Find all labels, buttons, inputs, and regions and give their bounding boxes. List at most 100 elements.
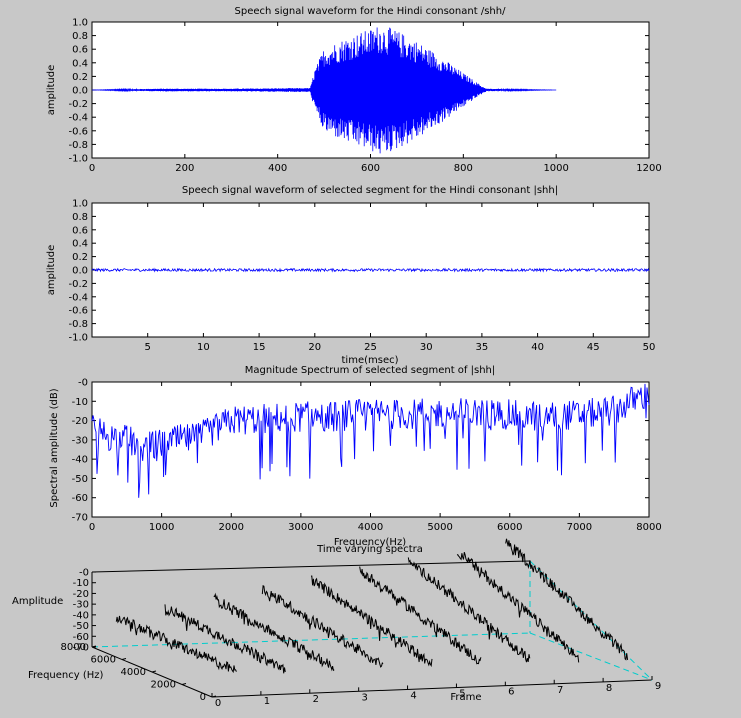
- x-tick-label: 600: [361, 163, 380, 174]
- surface-title: Time varying spectra: [316, 544, 423, 555]
- frame-spectrum-line: [359, 566, 482, 665]
- y-tick-label: 0.6: [72, 225, 88, 236]
- waveform-line: [92, 27, 557, 154]
- frequency-tick-label: 6000: [91, 655, 116, 666]
- y-tick-label: -0.6: [68, 126, 88, 137]
- y-tick-label: 0.4: [72, 239, 88, 250]
- x-tick-label: 15: [253, 342, 266, 353]
- frequency-tick-mark: [121, 658, 127, 660]
- y-tick-label: -70: [72, 513, 88, 524]
- x-tick-label: 7000: [567, 522, 592, 533]
- y-tick-label: 1.0: [72, 199, 88, 210]
- frame-spectrum-line: [164, 604, 286, 674]
- waveform-panel: Speech signal waveform for the Hindi con…: [46, 6, 662, 174]
- frame-tick-label: 5: [459, 689, 465, 700]
- frame-axis-line: [211, 679, 653, 698]
- segment-xlabel: time(msec): [342, 355, 399, 366]
- x-tick-label: 30: [420, 342, 433, 353]
- frame-spectrum-line: [213, 592, 335, 672]
- frame-tick-label: 2: [313, 694, 319, 705]
- x-tick-label: 1000: [149, 522, 174, 533]
- x-tick-label: 40: [531, 342, 544, 353]
- x-tick-label: 10: [197, 342, 210, 353]
- frame-tick-label: 1: [264, 696, 270, 707]
- frame-tick-label: 9: [655, 681, 661, 692]
- y-tick-label: -0: [78, 378, 88, 389]
- segment-ticks: 5 10 15 20 25 30 35 40 45 50 1.0 0.8 0.6 0.4 0.2 0.0 -0.…: [68, 199, 655, 354]
- x-tick-label: 20: [308, 342, 321, 353]
- amplitude-tick-label: -0: [79, 568, 89, 579]
- amplitude-tick-label: -30: [73, 600, 89, 611]
- amplitude-tick-label: -10: [73, 578, 89, 589]
- x-tick-label: 200: [175, 163, 194, 174]
- x-tick-label: 0: [89, 163, 95, 174]
- y-tick-label: 0.0: [72, 86, 88, 97]
- y-tick-label: -1.0: [68, 333, 88, 344]
- spectrum-panel: Magnitude Spectrum of selected segment o…: [49, 365, 662, 548]
- segment-line: [91, 267, 650, 273]
- y-tick-label: -0.8: [68, 319, 88, 330]
- surface-spectra: [115, 538, 629, 674]
- frame-spectrum-line: [115, 615, 237, 674]
- x-tick-label: 8000: [636, 522, 661, 533]
- x-tick-label: 6000: [497, 522, 522, 533]
- x-tick-label: 35: [476, 342, 489, 353]
- segment-ylabel: amplitude: [46, 245, 57, 296]
- frame-tick-label: 3: [361, 692, 367, 703]
- y-tick-label: -10: [72, 397, 88, 408]
- x-tick-label: 2000: [219, 522, 244, 533]
- frequency-tick-mark: [211, 695, 217, 698]
- x-tick-label: 50: [643, 342, 656, 353]
- frequency-tick-label: 0: [200, 692, 206, 703]
- waveform-ylabel: amplitude: [46, 65, 57, 116]
- segment-panel: Speech signal waveform of selected segme…: [46, 185, 655, 366]
- y-tick-label: 0.0: [72, 266, 88, 277]
- frame-spectrum-line: [505, 538, 629, 661]
- y-tick-label: -0.6: [68, 306, 88, 317]
- spectrum-line: [91, 383, 650, 498]
- y-tick-label: 0.2: [72, 252, 88, 263]
- y-tick-label: -0.4: [68, 292, 88, 303]
- frequency-tick-mark: [181, 683, 187, 685]
- y-tick-label: -50: [72, 474, 88, 485]
- y-tick-label: 0.6: [72, 45, 88, 56]
- surface-zlabel: Amplitude: [12, 596, 63, 607]
- surface-ylabel: Frequency (Hz): [28, 670, 104, 681]
- y-tick-label: 1.0: [72, 18, 88, 29]
- y-tick-label: -0.8: [68, 140, 88, 151]
- y-tick-label: 0.8: [72, 212, 88, 223]
- x-tick-label: 800: [454, 163, 473, 174]
- frequency-tick-label: 8000: [61, 642, 86, 653]
- segment-signal: [91, 267, 650, 273]
- x-tick-label: 5: [145, 342, 151, 353]
- x-tick-label: 5000: [427, 522, 452, 533]
- spectrum-xlabel: Frequency(Hz): [334, 537, 406, 548]
- x-tick-label: 45: [587, 342, 600, 353]
- spectrum-ticks: 0 1000 2000 3000 4000 5000 6000 7000 8000 -0 -10 -2…: [72, 378, 662, 534]
- frame-spectrum-line: [407, 557, 531, 663]
- dashed-back-bottom-edge: [91, 632, 531, 648]
- surface-panel: Time varying spectra Amplitude Frequency…: [12, 538, 662, 710]
- y-tick-label: 0.8: [72, 31, 88, 42]
- segment-title: Speech signal waveform of selected segme…: [182, 185, 558, 196]
- y-tick-label: -1.0: [68, 154, 88, 165]
- x-tick-label: 0: [89, 522, 95, 533]
- frame-tick-label: 0: [215, 698, 221, 709]
- frame-spectrum-line: [261, 585, 384, 668]
- y-tick-label: -0.2: [68, 279, 88, 290]
- y-tick-label: -60: [72, 493, 88, 504]
- frequency-tick-label: 4000: [121, 667, 146, 678]
- surface-ticks: 0 1 2 3 4 5 6 7 8 9 0 2000 4000 6000 8000 -0-10-20-30-4…: [61, 568, 662, 710]
- y-tick-label: -40: [72, 455, 88, 466]
- y-tick-label: -0.2: [68, 99, 88, 110]
- frequency-tick-label: 2000: [151, 680, 176, 691]
- spectrum-ylabel: Spectral amplitude (dB): [49, 388, 60, 507]
- x-tick-label: 1000: [543, 163, 568, 174]
- amplitude-tick-label: -50: [73, 621, 89, 632]
- frequency-tick-mark: [151, 670, 157, 673]
- waveform-signal: [92, 27, 557, 154]
- amplitude-tick-label: -60: [73, 632, 89, 643]
- y-tick-label: 0.2: [72, 72, 88, 83]
- x-tick-label: 25: [364, 342, 377, 353]
